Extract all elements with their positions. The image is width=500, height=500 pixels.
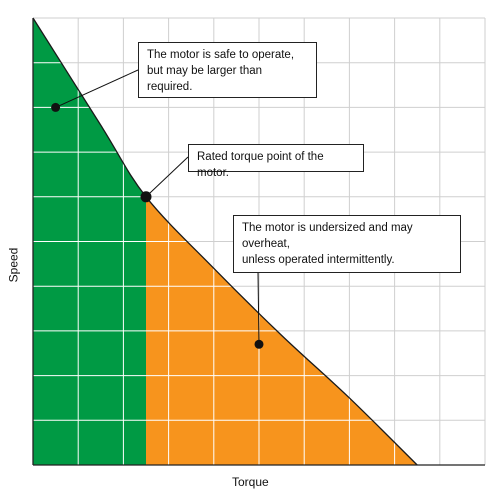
marker-over: [254, 339, 264, 349]
leader-line-safe: [55, 69, 139, 108]
callout-safe-operation: The motor is safe to operate, but may be…: [138, 42, 317, 98]
x-axis-label: Torque: [232, 475, 269, 489]
leader-line-rated: [145, 156, 189, 198]
callout-rated-torque: Rated torque point of the motor.: [188, 144, 364, 179]
callout-undersized: The motor is undersized and may overheat…: [233, 215, 461, 273]
marker-safe: [51, 102, 61, 112]
y-axis-label: Speed: [6, 247, 21, 283]
marker-rated: [140, 191, 152, 203]
speed-torque-curve: [32, 17, 418, 466]
leader-line-over: [257, 272, 260, 345]
